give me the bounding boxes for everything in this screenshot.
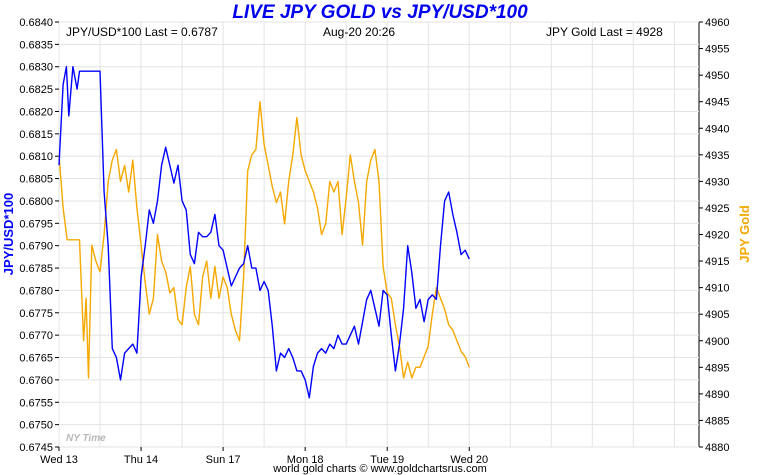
y-left-tick-label: 0.6815 xyxy=(19,129,53,141)
y-left-tick-label: 0.6810 xyxy=(19,151,53,163)
y-right-tick-label: 4895 xyxy=(705,362,729,374)
series-lines xyxy=(58,65,470,399)
y-left-tick-label: 0.6825 xyxy=(19,84,53,96)
y-left-tick-label: 0.6780 xyxy=(19,285,53,297)
y-right-tick-label: 4900 xyxy=(705,336,729,348)
x-tick-label: Tue 19 xyxy=(370,454,404,466)
y-right-tick-label: 4925 xyxy=(705,203,729,215)
y-right-tick-label: 4930 xyxy=(705,176,729,188)
y-axis-right: 4960 4955 4950 4945 4940 4935 4930 4925 4920 4915… xyxy=(699,17,729,454)
y-right-tick-label: 4960 xyxy=(705,17,729,29)
y-left-tick-label: 0.6785 xyxy=(19,263,53,275)
y-left-tick-label: 0.6830 xyxy=(19,62,53,74)
timestamp: Aug-20 20:26 xyxy=(323,25,395,39)
y-right-tick-label: 4910 xyxy=(705,283,729,295)
y-left-tick-label: 0.6760 xyxy=(19,375,53,387)
y-axis-left-label: JPY/USD*100 xyxy=(1,193,16,275)
y-left-tick-label: 0.6820 xyxy=(19,106,53,118)
x-tick-label: Thu 14 xyxy=(124,454,158,466)
x-axis: Wed 13 Thu 14 Sun 17 Mon 18 Tue 19 Wed 20 xyxy=(40,447,488,466)
y-right-tick-label: 4950 xyxy=(705,70,729,82)
y-right-tick-label: 4920 xyxy=(705,230,729,242)
y-left-tick-label: 0.6775 xyxy=(19,308,53,320)
y-left-tick-label: 0.6835 xyxy=(19,39,53,51)
series-line-jpy-usd xyxy=(58,65,470,399)
y-axis-left: 0.6840 0.6835 0.6830 0.6825 0.6820 0.6815 0.68… xyxy=(19,17,59,454)
chart-title: LIVE JPY GOLD vs JPY/USD*100 xyxy=(232,2,528,23)
grid xyxy=(58,21,699,448)
y-right-tick-label: 4915 xyxy=(705,256,729,268)
y-right-tick-label: 4880 xyxy=(705,442,729,454)
y-right-tick-label: 4885 xyxy=(705,415,729,427)
y-left-tick-label: 0.6800 xyxy=(19,196,53,208)
y-left-tick-label: 0.6765 xyxy=(19,353,53,365)
y-right-tick-label: 4935 xyxy=(705,150,729,162)
last-value-left: JPY/USD*100 Last = 0.6787 xyxy=(66,25,218,39)
y-right-tick-label: 4945 xyxy=(705,97,729,109)
x-tick-label: Sun 17 xyxy=(206,454,241,466)
y-right-tick-label: 4890 xyxy=(705,389,729,401)
y-left-tick-label: 0.6755 xyxy=(19,397,53,409)
y-left-tick-label: 0.6840 xyxy=(19,17,53,29)
y-left-tick-label: 0.6795 xyxy=(19,218,53,230)
y-left-tick-label: 0.6770 xyxy=(19,330,53,342)
last-value-right: JPY Gold Last = 4928 xyxy=(546,25,663,39)
y-right-tick-label: 4940 xyxy=(705,123,729,135)
x-tick-label: Wed 13 xyxy=(40,454,78,466)
y-left-tick-label: 0.6790 xyxy=(19,241,53,253)
y-axis-right-label: JPY Gold xyxy=(737,205,752,263)
x-tick-label: Mon 18 xyxy=(287,454,324,466)
y-left-tick-label: 0.6750 xyxy=(19,420,53,432)
y-right-tick-label: 4955 xyxy=(705,44,729,56)
plot-area xyxy=(58,21,700,448)
x-tick-label: Wed 20 xyxy=(450,454,488,466)
y-left-tick-label: 0.6805 xyxy=(19,174,53,186)
watermark: NY Time xyxy=(66,433,106,444)
footer: world gold charts © www.goldchartsrus.co… xyxy=(272,463,487,475)
y-left-tick-label: 0.6745 xyxy=(19,442,53,454)
y-right-tick-label: 4905 xyxy=(705,309,729,321)
